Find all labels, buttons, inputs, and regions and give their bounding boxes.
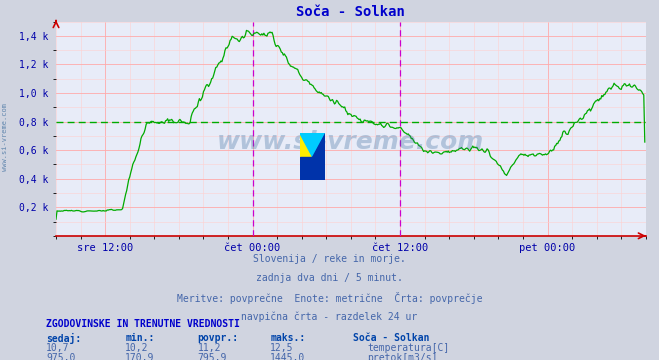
Text: 975,0: 975,0 [46,353,76,360]
Bar [300,133,312,157]
Text: 795,9: 795,9 [198,353,227,360]
Text: www.si-vreme.com: www.si-vreme.com [2,103,9,171]
Title: Soča - Solkan: Soča - Solkan [297,5,405,19]
Text: maks.:: maks.: [270,333,305,343]
Text: Slovenija / reke in morje.: Slovenija / reke in morje. [253,254,406,264]
Text: 10,7: 10,7 [46,343,70,353]
Text: 10,2: 10,2 [125,343,149,353]
Text: navpična črta - razdelek 24 ur: navpična črta - razdelek 24 ur [241,311,418,321]
Text: www.si-vreme.com: www.si-vreme.com [217,130,484,154]
Bar [300,157,325,180]
Bar [312,133,325,157]
Polygon shape [312,133,325,157]
Polygon shape [300,133,312,157]
Text: Meritve: povprečne  Enote: metrične  Črta: povprečje: Meritve: povprečne Enote: metrične Črta:… [177,292,482,304]
Text: 11,2: 11,2 [198,343,221,353]
Text: povpr.:: povpr.: [198,333,239,343]
Text: min.:: min.: [125,333,155,343]
Text: temperatura[C]: temperatura[C] [367,343,449,353]
Text: pretok[m3/s]: pretok[m3/s] [367,353,438,360]
Text: 170,9: 170,9 [125,353,155,360]
Text: 12,5: 12,5 [270,343,294,353]
Text: ZGODOVINSKE IN TRENUTNE VREDNOSTI: ZGODOVINSKE IN TRENUTNE VREDNOSTI [46,319,240,329]
Text: 1445,0: 1445,0 [270,353,305,360]
Text: zadnja dva dni / 5 minut.: zadnja dva dni / 5 minut. [256,273,403,283]
Text: Soča - Solkan: Soča - Solkan [353,333,429,343]
Text: sedaj:: sedaj: [46,333,81,344]
